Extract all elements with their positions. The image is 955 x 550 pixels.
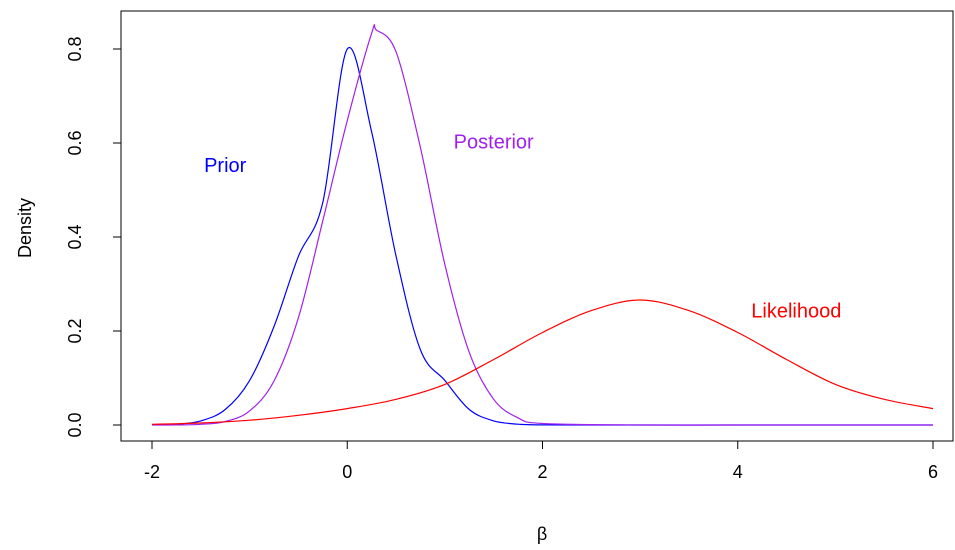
likelihood-curve bbox=[151, 299, 934, 425]
y-axis-title: Density bbox=[15, 198, 35, 258]
x-axis: -2 0 2 4 6 bbox=[144, 440, 938, 482]
x-tick-label: 4 bbox=[733, 462, 743, 482]
y-tick-label: 0.2 bbox=[65, 318, 85, 343]
y-tick-label: 0.0 bbox=[65, 412, 85, 437]
x-tick-label: 6 bbox=[928, 462, 938, 482]
y-axis: 0.0 0.2 0.4 0.6 0.8 bbox=[65, 36, 122, 438]
y-tick-label: 0.6 bbox=[65, 130, 85, 155]
x-tick-label: 2 bbox=[537, 462, 547, 482]
x-tick-label: 0 bbox=[342, 462, 352, 482]
posterior-label: Posterior bbox=[454, 131, 534, 153]
posterior-curve bbox=[151, 24, 933, 426]
x-axis-title: β bbox=[537, 524, 547, 544]
x-tick-label: -2 bbox=[144, 462, 160, 482]
y-tick-label: 0.4 bbox=[65, 224, 85, 249]
curve-labels: Prior Posterior Likelihood bbox=[204, 131, 841, 322]
likelihood-label: Likelihood bbox=[751, 300, 841, 322]
density-curves bbox=[151, 24, 934, 426]
prior-label: Prior bbox=[204, 155, 247, 177]
y-tick-label: 0.8 bbox=[65, 36, 85, 61]
